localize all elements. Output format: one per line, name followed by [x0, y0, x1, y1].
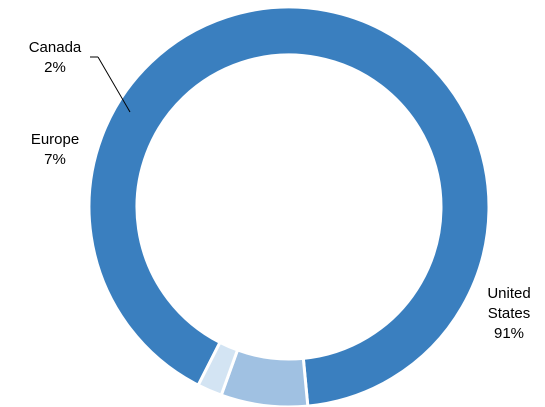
slice-canada	[196, 340, 240, 398]
slice-united-states	[87, 5, 491, 407]
label-us-name-line2: States	[488, 305, 531, 322]
canada-leader-line	[97, 56, 131, 113]
label-us-value: 91%	[494, 325, 524, 342]
donut-slices	[87, 5, 491, 407]
label-canada-name: Canada	[29, 39, 82, 56]
label-us-name-line1: United	[487, 285, 530, 302]
label-europe-name: Europe	[31, 131, 79, 148]
label-canada-value: 2%	[44, 59, 66, 76]
label-europe-value: 7%	[44, 151, 66, 168]
